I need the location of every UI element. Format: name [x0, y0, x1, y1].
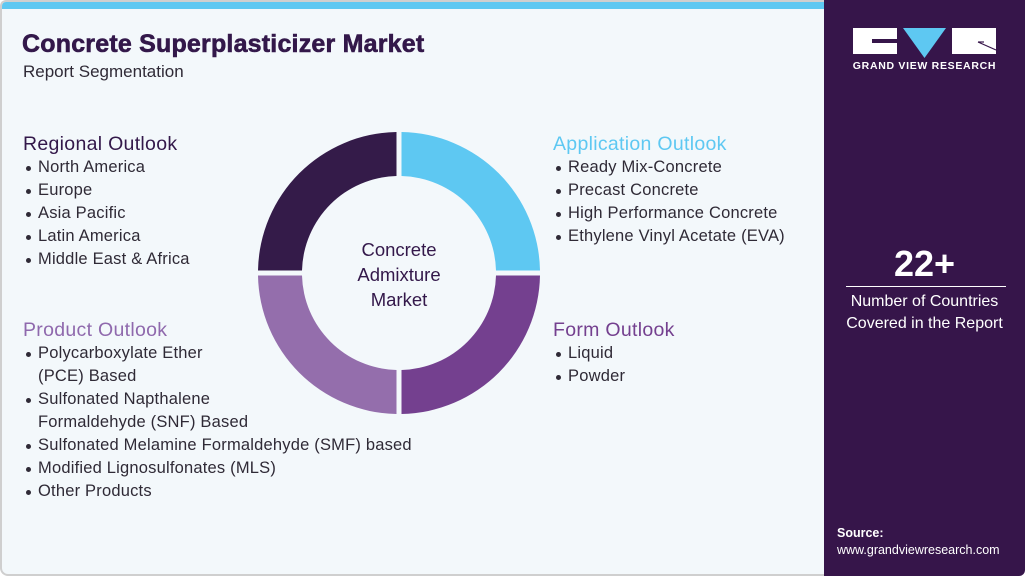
countries-stat-value: 22+	[893, 243, 956, 284]
donut-segment-form	[401, 275, 540, 414]
donut-center-label: Concrete Admixture Market	[258, 237, 540, 312]
product-outlook-list: Polycarboxylate Ether (PCE) Based Sulfon…	[23, 342, 412, 503]
regional-outlook-section: Regional Outlook North America Europe As…	[23, 132, 190, 271]
logo-wordmark: GRAND VIEW RESEARCH	[852, 60, 997, 72]
donut-center-line: Market	[370, 289, 428, 310]
grand-view-research-logo-icon	[853, 28, 996, 58]
list-item: Liquid	[553, 342, 675, 365]
form-outlook-heading: Form Outlook	[553, 319, 675, 341]
segmentation-donut-chart	[258, 132, 540, 414]
donut-center-line: Admixture	[357, 264, 441, 285]
list-item: Powder	[553, 365, 675, 388]
list-item: Europe	[23, 179, 190, 202]
form-outlook-section: Form Outlook Liquid Powder	[553, 318, 675, 388]
list-item: Precast Concrete	[553, 179, 785, 202]
list-item: High Performance Concrete	[553, 202, 785, 225]
regional-outlook-heading: Regional Outlook	[23, 133, 178, 155]
list-item: Polycarboxylate Ether	[23, 342, 412, 365]
regional-outlook-list: North America Europe Asia Pacific Latin …	[23, 156, 190, 271]
donut-segment-regional	[258, 132, 397, 271]
stat-divider	[846, 286, 1006, 287]
stat-label-line: Number of Countries	[850, 293, 999, 310]
stat-label-line: Covered in the Report	[846, 315, 1003, 332]
source-label: Source:	[837, 526, 884, 540]
application-outlook-list: Ready Mix-Concrete Precast Concrete High…	[553, 156, 785, 248]
list-item: Asia Pacific	[23, 202, 190, 225]
countries-stat-label: Number of Countries Covered in the Repor…	[824, 291, 1025, 335]
page-title: Concrete Superplasticizer Market	[22, 30, 425, 59]
donut-center-line: Concrete	[361, 239, 437, 260]
list-item: Modified Lignosulfonates (MLS)	[23, 457, 412, 480]
list-item: Other Products	[23, 480, 412, 503]
product-outlook-heading: Product Outlook	[23, 319, 168, 341]
list-item: Ethylene Vinyl Acetate (EVA)	[553, 225, 785, 248]
donut-segment-application	[401, 132, 540, 271]
source-url: www.grandviewresearch.com	[837, 543, 1000, 557]
product-outlook-section: Product Outlook Polycarboxylate Ether (P…	[23, 318, 412, 503]
accent-top-bar	[2, 2, 824, 9]
brand-sidebar: GRAND VIEW RESEARCH 22+ Number of Countr…	[824, 0, 1025, 576]
list-item-continuation: (PCE) Based	[38, 367, 137, 385]
list-item: Ready Mix-Concrete	[553, 156, 785, 179]
infographic-card: Concrete Superplasticizer Market Report …	[0, 0, 824, 576]
list-item-continuation: Formaldehyde (SNF) Based	[38, 413, 249, 431]
donut-segment-product	[258, 275, 397, 414]
list-item: Middle East & Africa	[23, 248, 190, 271]
list-item: Latin America	[23, 225, 190, 248]
application-outlook-section: Application Outlook Ready Mix-Concrete P…	[553, 132, 785, 248]
list-item: Sulfonated Napthalene	[23, 388, 412, 411]
page-subtitle: Report Segmentation	[23, 62, 184, 81]
list-item: North America	[23, 156, 190, 179]
list-item: Sulfonated Melamine Formaldehyde (SMF) b…	[23, 434, 412, 457]
form-outlook-list: Liquid Powder	[553, 342, 675, 388]
application-outlook-heading: Application Outlook	[553, 133, 727, 155]
